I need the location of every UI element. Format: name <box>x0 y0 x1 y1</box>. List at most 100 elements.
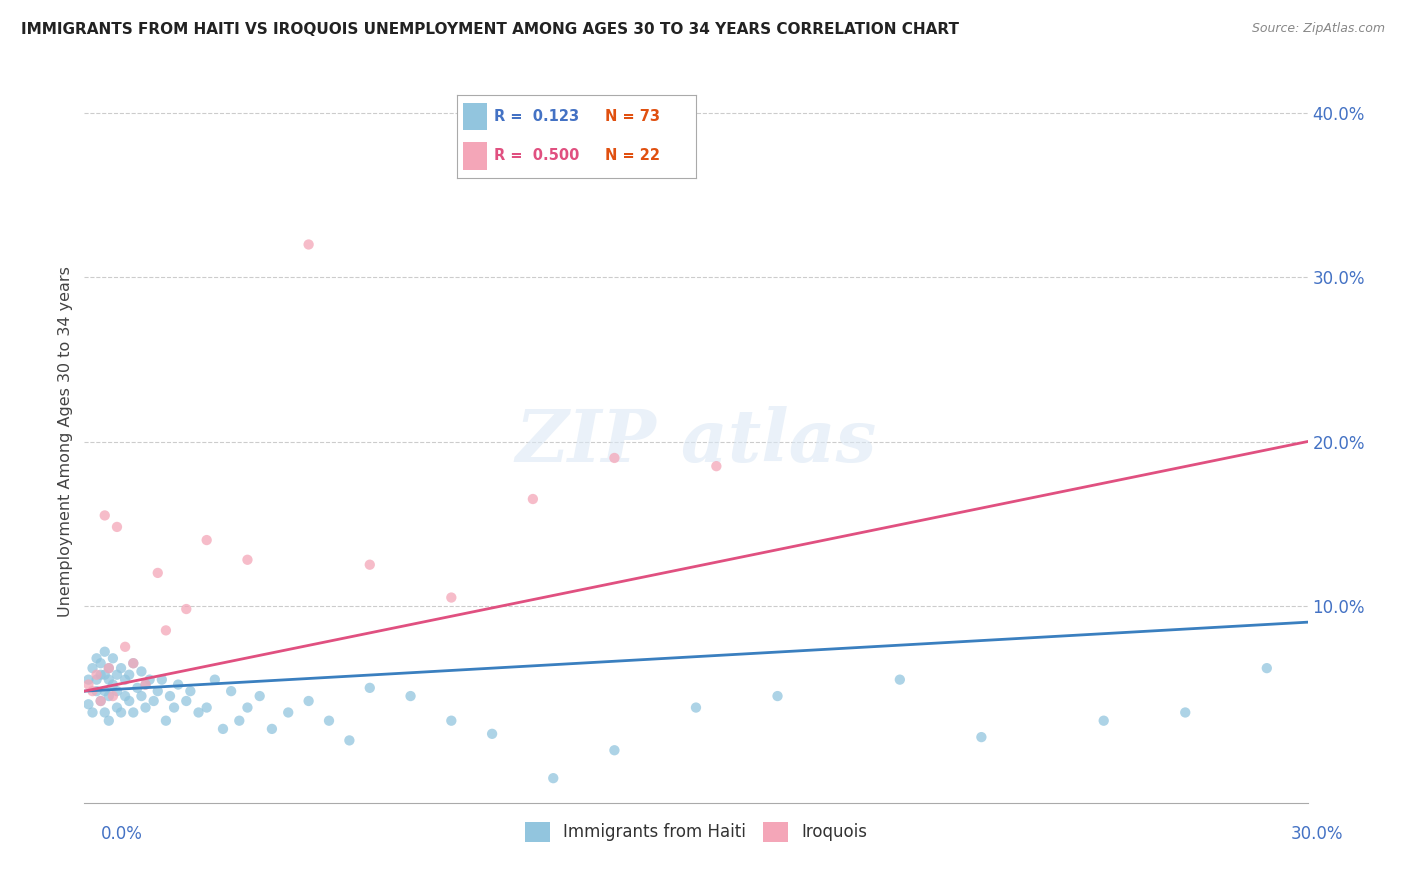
Point <box>522 491 544 506</box>
Legend: Immigrants from Haiti, Iroquois: Immigrants from Haiti, Iroquois <box>519 815 873 848</box>
Point <box>97 714 120 728</box>
Point <box>603 743 626 757</box>
Text: 0.0%: 0.0% <box>101 825 143 843</box>
Point <box>212 722 235 736</box>
Point <box>138 673 160 687</box>
Point <box>204 673 226 687</box>
Point <box>90 694 112 708</box>
Point <box>970 730 993 744</box>
Point <box>97 661 120 675</box>
Point <box>77 677 100 691</box>
Point <box>359 681 381 695</box>
Point <box>685 700 707 714</box>
Point <box>82 706 104 720</box>
Point <box>167 677 190 691</box>
Point <box>77 673 100 687</box>
Text: Source: ZipAtlas.com: Source: ZipAtlas.com <box>1251 22 1385 36</box>
Point <box>93 684 115 698</box>
Point <box>131 665 153 679</box>
Point <box>97 673 120 687</box>
Point <box>298 694 321 708</box>
Point <box>1317 673 1340 687</box>
Point <box>114 689 136 703</box>
Point <box>135 677 157 691</box>
Point <box>440 591 463 605</box>
Point <box>163 700 186 714</box>
Point <box>603 450 626 465</box>
Point <box>118 667 141 681</box>
Point <box>90 657 112 671</box>
Point <box>236 700 259 714</box>
Point <box>77 698 100 712</box>
Point <box>146 684 169 698</box>
Point <box>86 667 108 681</box>
Point <box>706 459 728 474</box>
Point <box>155 714 177 728</box>
Point <box>195 700 218 714</box>
Point <box>93 706 115 720</box>
Point <box>142 694 165 708</box>
Point <box>298 237 321 252</box>
Point <box>174 694 197 708</box>
Point <box>1092 714 1115 728</box>
Point <box>889 673 911 687</box>
Point <box>359 558 381 572</box>
Point <box>318 714 340 728</box>
Text: IMMIGRANTS FROM HAITI VS IROQUOIS UNEMPLOYMENT AMONG AGES 30 TO 34 YEARS CORRELA: IMMIGRANTS FROM HAITI VS IROQUOIS UNEMPL… <box>21 22 959 37</box>
Point <box>105 667 128 681</box>
Point <box>187 706 209 720</box>
Point <box>159 689 181 703</box>
Point <box>277 706 299 720</box>
Point <box>110 706 132 720</box>
Point <box>440 714 463 728</box>
Point <box>90 694 112 708</box>
Point <box>179 684 201 698</box>
Point <box>122 657 145 671</box>
Point <box>1256 661 1278 675</box>
Point <box>114 640 136 654</box>
Point <box>86 651 108 665</box>
Point <box>105 684 128 698</box>
Point <box>174 602 197 616</box>
Point <box>101 677 124 691</box>
Point <box>127 681 149 695</box>
Point <box>155 624 177 638</box>
Point <box>101 689 124 703</box>
Point <box>1174 706 1197 720</box>
Point <box>93 645 115 659</box>
Point <box>90 667 112 681</box>
Point <box>195 533 218 547</box>
Point <box>101 651 124 665</box>
Point <box>228 714 250 728</box>
Point <box>118 694 141 708</box>
Point <box>114 673 136 687</box>
Y-axis label: Unemployment Among Ages 30 to 34 years: Unemployment Among Ages 30 to 34 years <box>58 266 73 617</box>
Point <box>82 661 104 675</box>
Point <box>86 673 108 687</box>
Point <box>93 508 115 523</box>
Point <box>481 727 503 741</box>
Point <box>97 661 120 675</box>
Point <box>131 689 153 703</box>
Point <box>399 689 422 703</box>
Point <box>150 673 173 687</box>
Text: 30.0%: 30.0% <box>1291 825 1343 843</box>
Point <box>135 700 157 714</box>
Point <box>82 684 104 698</box>
Point <box>339 733 361 747</box>
Point <box>97 689 120 703</box>
Point <box>135 677 157 691</box>
Point <box>105 700 128 714</box>
Point <box>219 684 242 698</box>
Point <box>105 520 128 534</box>
Point <box>86 684 108 698</box>
Point <box>766 689 789 703</box>
Point <box>260 722 283 736</box>
Point <box>110 661 132 675</box>
Point <box>236 553 259 567</box>
Point <box>93 667 115 681</box>
Point <box>146 566 169 580</box>
Point <box>122 706 145 720</box>
Text: ZIP atlas: ZIP atlas <box>516 406 876 477</box>
Point <box>249 689 271 703</box>
